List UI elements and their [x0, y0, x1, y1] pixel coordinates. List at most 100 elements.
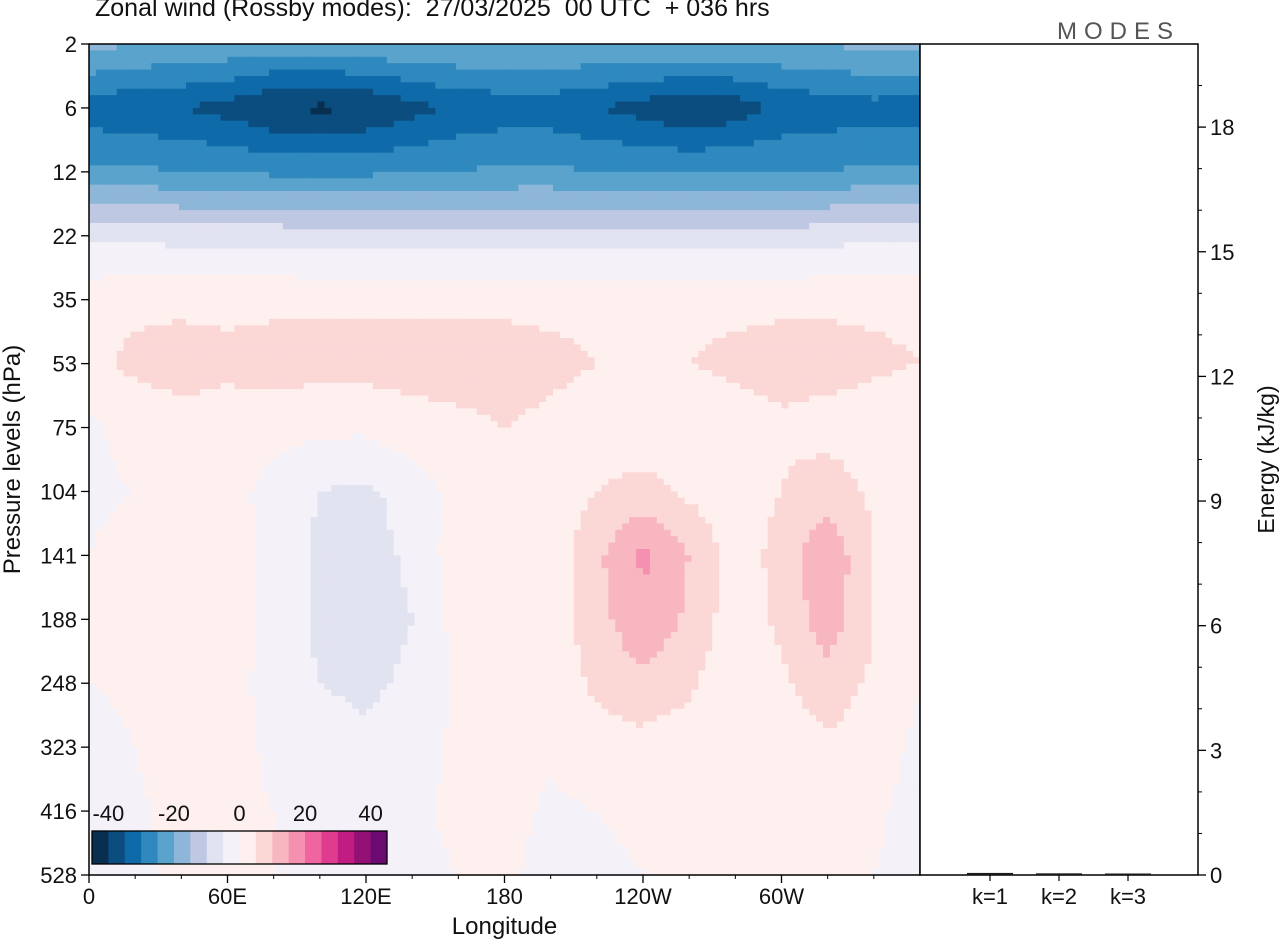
- heat-cell: [213, 88, 222, 96]
- heat-cell: [753, 267, 762, 275]
- heat-cell: [102, 191, 111, 199]
- heat-cell: [871, 184, 880, 192]
- heat-cell: [275, 107, 284, 115]
- heat-cell: [199, 286, 208, 294]
- heat-cell: [608, 203, 616, 211]
- heat-cell: [213, 50, 222, 58]
- heat-cell: [656, 56, 665, 64]
- heat-cell: [428, 306, 436, 314]
- heat-cell: [199, 299, 208, 307]
- heat-cell: [829, 69, 838, 77]
- heat-cell: [282, 286, 291, 294]
- heat-cell: [130, 306, 139, 314]
- heat-cell: [379, 286, 388, 294]
- heat-cell: [497, 101, 506, 109]
- heat-cell: [414, 280, 422, 288]
- heat-cell: [518, 127, 526, 135]
- heat-cell: [255, 165, 263, 173]
- heat-cell: [476, 280, 485, 288]
- heat-cell: [303, 254, 312, 262]
- heat-cell: [552, 299, 561, 307]
- heat-cell: [649, 248, 658, 256]
- heat-cell: [649, 191, 658, 199]
- heat-cell: [317, 159, 326, 167]
- heat-cell: [615, 69, 623, 77]
- heat-cell: [566, 152, 575, 160]
- heat-cell: [829, 286, 838, 294]
- heat-cell: [906, 203, 914, 211]
- heat-cell: [733, 88, 741, 96]
- heat-cell: [760, 293, 769, 301]
- heat-cell: [185, 171, 194, 179]
- heat-cell: [816, 222, 824, 230]
- heat-cell: [497, 133, 506, 141]
- heat-cell: [449, 267, 457, 275]
- heat-cell: [795, 165, 803, 173]
- heat-cell: [262, 210, 270, 218]
- heat-cell: [248, 254, 256, 262]
- heat-cell: [220, 184, 229, 192]
- heat-cell: [670, 107, 679, 115]
- heat-cell: [843, 184, 852, 192]
- heat-cell: [712, 274, 720, 282]
- heat-cell: [255, 274, 263, 282]
- heat-cell: [289, 120, 298, 128]
- heat-cell: [843, 63, 852, 71]
- heat-cell: [899, 191, 907, 199]
- heat-cell: [539, 306, 547, 314]
- heat-cell: [649, 203, 658, 211]
- heat-cell: [843, 248, 852, 256]
- heat-cell: [442, 171, 450, 179]
- heat-cell: [788, 197, 796, 205]
- heat-cell: [497, 274, 506, 282]
- heat-cell: [414, 274, 422, 282]
- heat-cell: [871, 88, 880, 96]
- heat-cell: [476, 222, 485, 230]
- heat-cell: [449, 107, 457, 115]
- heat-cell: [366, 274, 374, 282]
- heat-cell: [296, 254, 305, 262]
- heat-cell: [366, 165, 374, 173]
- heat-cell: [449, 56, 457, 64]
- heat-cell: [109, 280, 118, 288]
- heat-cell: [442, 82, 450, 90]
- heat-cell: [760, 197, 769, 205]
- heat-cell: [324, 229, 332, 237]
- heat-cell: [899, 152, 907, 160]
- heat-cell: [289, 184, 298, 192]
- heat-cell: [504, 286, 513, 294]
- heat-cell: [615, 114, 623, 122]
- heat-cell: [442, 280, 450, 288]
- heat-cell: [552, 127, 561, 135]
- heat-cell: [823, 171, 831, 179]
- heat-cell: [310, 242, 319, 250]
- heat-cell: [234, 242, 242, 250]
- heat-cell: [497, 261, 506, 269]
- heat-cell: [518, 293, 526, 301]
- heat-cell: [490, 222, 499, 230]
- heat-cell: [317, 216, 326, 224]
- heat-cell: [823, 50, 831, 58]
- heat-cell: [601, 280, 609, 288]
- heat-cell: [677, 299, 686, 307]
- heat-cell: [476, 146, 485, 154]
- heat-cell: [476, 127, 485, 135]
- heat-cell: [823, 146, 831, 154]
- heat-cell: [386, 242, 395, 250]
- heat-cell: [719, 159, 727, 167]
- heat-cell: [629, 267, 637, 275]
- heat-cell: [435, 299, 443, 307]
- heat-cell: [587, 280, 596, 288]
- heat-cell: [836, 69, 845, 77]
- heat-cell: [670, 235, 679, 243]
- heat-cell: [670, 210, 679, 218]
- heat-cell: [836, 133, 845, 141]
- heat-cell: [234, 82, 242, 90]
- heat-cell: [248, 280, 256, 288]
- heat-cell: [165, 120, 173, 128]
- heat-cell: [165, 267, 173, 275]
- heat-cell: [352, 280, 360, 288]
- heat-cell: [310, 274, 319, 282]
- heat-cell: [185, 286, 194, 294]
- heat-cell: [504, 159, 513, 167]
